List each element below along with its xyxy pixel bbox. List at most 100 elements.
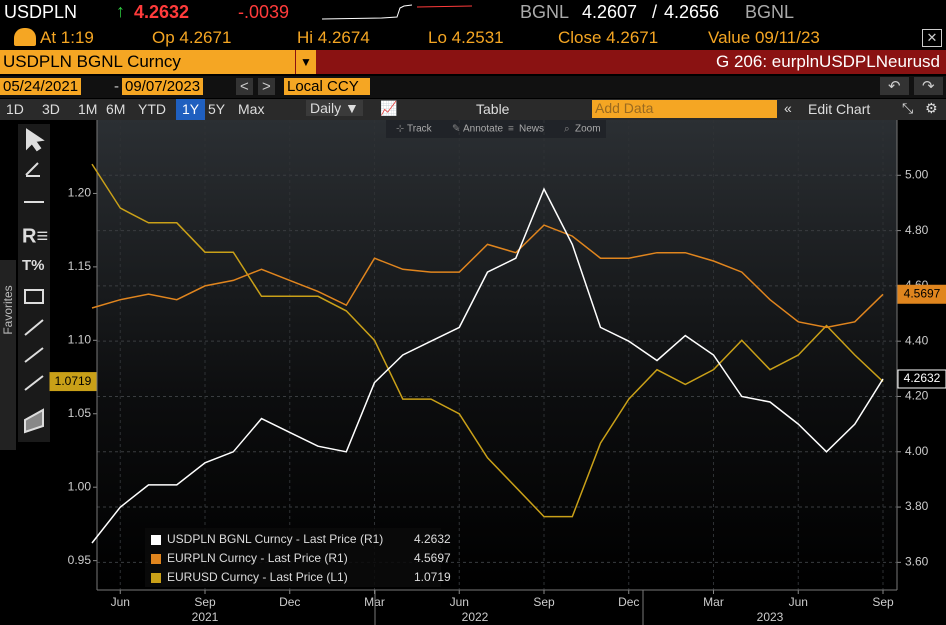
change: -.0039 [238,2,290,22]
period-button[interactable]: 1M [78,101,98,117]
prev[interactable]: < [236,78,253,95]
x-tick-label: Jun [111,595,130,609]
y2-tick-label: 4.20 [905,389,929,403]
source: BGNL [745,2,795,22]
year-label: 2023 [757,610,784,624]
chart-tool-icon: ⊹ [396,124,404,135]
toolbar: 1D 3D 1M 6M YTD 1Y 5Y Max Daily ▼ 📈 Table Add D… [0,99,946,120]
y-tick-label: 0.95 [68,553,92,567]
legend-label: EURPLN Curncy - Last Price (R1) [167,551,348,565]
stat-low: Lo 4.2531 [428,28,504,47]
last-value-label: 4.5697 [904,286,941,300]
period-button[interactable]: 6M [106,101,126,117]
y-tick-label: 1.20 [68,186,92,200]
y-tick-label: 1.00 [68,479,92,493]
last-value-tag [897,369,946,389]
legend-value: 4.2632 [414,532,451,546]
stats-bar: At 1:19 Op 4.2671 Hi 4.2674 Lo 4.2531 Cl… [0,25,946,50]
add-data[interactable]: Add Data [592,100,777,118]
period-button[interactable]: 5Y [208,101,226,117]
series-line [91,224,884,329]
legend-swatch [151,535,161,545]
chart-tool: Zoom [575,124,601,135]
ticker: USDPLN [4,2,78,22]
currency[interactable]: Local CCY [284,78,370,95]
chart-tool: News [519,124,544,135]
legend-label: EURUSD Curncy - Last Price (L1) [167,570,348,584]
security-field[interactable]: USDPLN BGNL Curncy [0,50,295,74]
y2-tick-label: 3.80 [905,499,929,513]
date-bar: 05/24/2021 - 09/07/2023 < > Local CCY ↶ … [0,76,946,98]
chart-tool-icon: ✎ [452,124,460,135]
table-button[interactable]: Table [476,101,510,117]
stat-value: Value 09/11/23 [708,28,820,47]
series-line [91,187,884,544]
plot-area [97,120,897,590]
settings[interactable]: ⚙ [925,100,938,116]
close-button[interactable]: ✕ [922,29,942,47]
security-bar: USDPLN BGNL Curncy ▼ G 206: eurplnUSDPLN… [0,50,946,74]
dropdown[interactable]: ▼ [296,50,316,74]
ask: 4.2656 [664,2,720,22]
up-arrow: ↑ [116,1,125,21]
next[interactable]: > [258,78,275,95]
y2-tick-label: 3.60 [905,555,929,569]
legend-label: USDPLN BGNL Curncy - Last Price (R1) [167,532,383,546]
x-tick-label: Mar [703,595,724,609]
undo[interactable]: ↶ [880,77,909,95]
period-button[interactable]: YTD [138,101,166,117]
chart-tool: Track [407,124,433,135]
edit-chart[interactable]: Edit Chart [808,101,871,117]
collapse[interactable]: « [784,100,792,116]
redo[interactable]: ↷ [914,77,943,95]
chart-tool: Annotate [463,124,503,135]
favorites-label: Favorites [1,285,15,334]
y-tick-label: 1.15 [68,259,92,273]
legend: USDPLN BGNL Curncy - Last Price (R1) 4.26… [145,528,451,587]
bid: 4.2607 [582,2,638,22]
chart-tool-icon: ≡ [508,124,514,135]
y2-tick-label: 4.00 [905,444,929,458]
series-line [91,163,884,518]
sparkline [322,4,472,20]
period-button[interactable]: 1D [6,101,24,117]
last-value-label: 1.0719 [55,374,92,388]
chart-tools-bar [386,120,606,138]
last-value-tag [49,372,97,392]
last-value-label: 4.2632 [904,371,941,385]
side-toolbar [18,124,50,442]
chart-tool-icon: ⌕ [564,124,570,135]
dash: - [114,78,119,95]
gauge-icon [14,28,36,46]
stat-open: Op 4.2671 [152,28,232,47]
period-button[interactable]: 3D [42,101,60,117]
chart: Favorites R≡ T% ⊹ Track ✎ Annotate ≡ News ⌕ Zoo… [0,120,946,625]
stat-time: At 1:19 [40,28,94,47]
legend-value: 1.0719 [414,570,451,584]
shrink[interactable]: ⤡ [902,100,914,116]
last-price: 4.2632 [134,2,190,22]
year-label: 2022 [462,610,489,624]
stat-high: Hi 4.2674 [297,28,370,47]
period-button[interactable]: 1Y [176,99,206,120]
legend-value: 4.5697 [414,551,451,565]
y-tick-label: 1.05 [68,406,92,420]
favorites-tab [0,260,16,450]
y2-tick-label: 4.80 [905,223,929,237]
ray-tool: R≡ [22,225,48,247]
x-tick-label: Jun [450,595,469,609]
line-icon[interactable]: 📈 [380,100,398,116]
x-tick-label: Dec [618,595,639,609]
legend-swatch [151,554,161,564]
frequency[interactable]: Daily [310,100,342,116]
page-name: G 206: eurplnUSDPLNeurusd [716,52,940,71]
y-tick-label: 1.10 [68,332,92,346]
last-value-tag [897,284,946,304]
x-tick-label: Sep [194,595,216,609]
period-button[interactable]: Max [238,101,265,117]
x-tick-label: Jun [789,595,808,609]
end-date[interactable]: 09/07/2023 [122,78,204,95]
y2-tick-label: 4.40 [905,333,929,347]
start-date[interactable]: 05/24/2021 [0,78,82,95]
